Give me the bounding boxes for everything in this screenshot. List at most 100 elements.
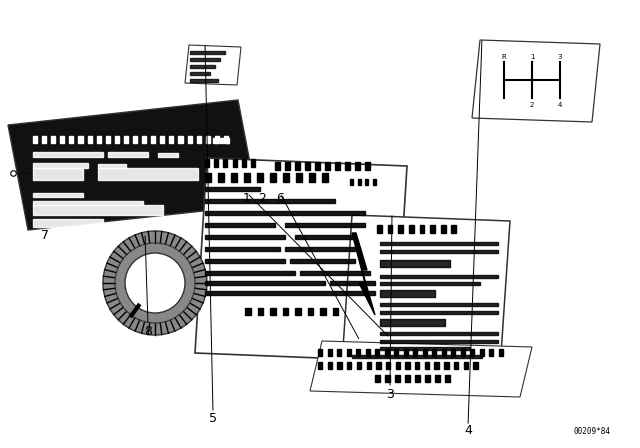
Bar xyxy=(97,136,100,143)
Bar xyxy=(300,271,370,275)
Bar xyxy=(328,362,332,369)
Bar xyxy=(285,247,360,251)
Bar xyxy=(215,136,219,143)
Bar xyxy=(380,332,498,335)
Bar xyxy=(108,152,148,157)
Bar xyxy=(405,362,410,369)
Bar xyxy=(214,159,218,167)
Bar xyxy=(205,187,260,191)
Bar xyxy=(380,311,498,314)
Bar xyxy=(257,173,263,182)
Bar xyxy=(380,260,450,267)
Bar xyxy=(98,168,198,180)
Bar xyxy=(380,340,498,343)
Bar xyxy=(413,349,417,356)
Bar xyxy=(405,375,410,382)
Bar xyxy=(315,162,319,170)
Bar xyxy=(98,164,126,168)
Bar xyxy=(69,136,74,143)
Bar xyxy=(220,138,223,143)
Bar xyxy=(367,362,371,369)
Polygon shape xyxy=(352,233,375,315)
Bar xyxy=(322,173,328,182)
Bar xyxy=(380,275,498,278)
Polygon shape xyxy=(8,100,258,230)
Bar xyxy=(33,136,37,143)
Bar xyxy=(352,355,482,358)
Bar xyxy=(60,136,65,143)
Bar xyxy=(430,225,435,233)
Bar xyxy=(88,136,92,143)
Bar xyxy=(196,136,201,143)
Bar xyxy=(489,349,493,356)
Bar xyxy=(454,362,458,369)
Text: 5: 5 xyxy=(209,412,217,425)
Bar xyxy=(205,247,280,251)
Bar xyxy=(124,136,128,143)
Bar xyxy=(33,163,88,168)
Bar xyxy=(375,349,380,356)
Bar xyxy=(179,136,182,143)
Text: 6: 6 xyxy=(276,191,284,204)
Bar xyxy=(160,136,164,143)
Bar xyxy=(251,159,255,167)
Polygon shape xyxy=(195,158,407,361)
Bar xyxy=(213,138,216,143)
Bar xyxy=(451,349,455,356)
Bar xyxy=(345,162,349,170)
Bar xyxy=(205,173,211,182)
Bar xyxy=(375,375,380,382)
Bar xyxy=(385,375,390,382)
Bar xyxy=(461,349,465,356)
Bar xyxy=(295,162,300,170)
Bar xyxy=(435,375,440,382)
Bar xyxy=(190,79,218,82)
Text: 1: 1 xyxy=(530,54,534,60)
Bar xyxy=(388,225,392,233)
Bar xyxy=(33,219,103,227)
Bar xyxy=(188,136,191,143)
Polygon shape xyxy=(342,215,510,369)
Bar xyxy=(474,362,477,369)
Bar xyxy=(385,349,388,356)
Bar xyxy=(470,349,474,356)
Bar xyxy=(395,375,399,382)
Bar xyxy=(33,193,83,197)
Bar xyxy=(205,136,210,143)
Bar xyxy=(158,153,178,157)
Bar xyxy=(380,282,480,285)
Bar xyxy=(380,290,435,297)
Bar xyxy=(42,136,46,143)
Text: 8: 8 xyxy=(144,324,152,337)
Bar xyxy=(357,362,361,369)
Circle shape xyxy=(125,253,185,313)
Bar xyxy=(305,162,310,170)
Bar xyxy=(398,225,403,233)
Bar xyxy=(133,136,137,143)
Bar xyxy=(380,347,470,350)
Bar xyxy=(190,72,210,75)
Text: 7: 7 xyxy=(41,228,49,241)
Bar xyxy=(309,173,315,182)
Bar xyxy=(365,349,370,356)
Bar xyxy=(380,250,498,253)
Bar xyxy=(33,201,143,205)
Bar xyxy=(205,211,365,215)
Bar xyxy=(232,159,237,167)
Bar xyxy=(365,162,369,170)
Bar xyxy=(386,362,390,369)
Bar xyxy=(320,308,326,315)
Bar xyxy=(205,199,335,203)
Bar xyxy=(380,242,498,245)
Bar xyxy=(442,349,446,356)
Text: 4: 4 xyxy=(464,423,472,436)
Bar xyxy=(190,51,225,54)
Bar xyxy=(227,138,229,143)
Bar xyxy=(205,281,325,285)
Bar xyxy=(142,136,146,143)
Bar xyxy=(358,179,361,185)
Bar xyxy=(33,168,83,180)
Bar xyxy=(479,349,484,356)
Text: 00209*84: 00209*84 xyxy=(573,427,610,436)
Circle shape xyxy=(103,231,207,335)
